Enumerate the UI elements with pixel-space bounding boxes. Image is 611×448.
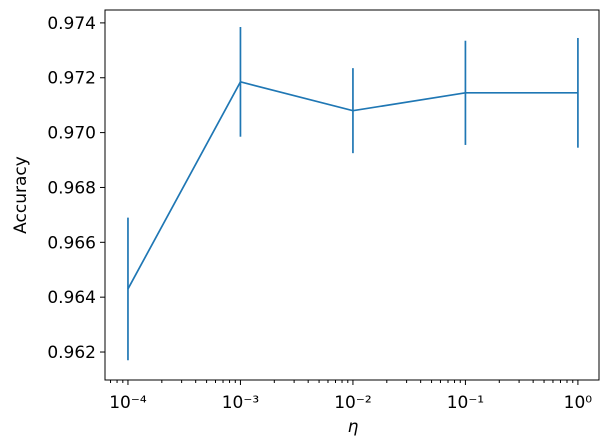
x-tick-label: 10⁻¹ xyxy=(447,393,484,413)
x-tick-label: 10⁻² xyxy=(334,393,371,413)
y-tick-label: 0.970 xyxy=(47,124,96,144)
y-axis-label: Accuracy xyxy=(11,156,31,234)
y-tick-label: 0.972 xyxy=(47,69,96,89)
x-tick-label: 10⁻⁴ xyxy=(109,393,147,413)
y-tick-label: 0.974 xyxy=(47,14,96,34)
x-axis-label: η xyxy=(348,417,359,437)
x-tick-label: 10⁻³ xyxy=(222,393,259,413)
y-tick-label: 0.962 xyxy=(47,343,96,363)
y-tick-label: 0.966 xyxy=(47,233,96,253)
x-tick-label: 10⁰ xyxy=(564,393,593,413)
plot-frame xyxy=(104,9,600,381)
y-tick-label: 0.964 xyxy=(47,288,96,308)
y-tick-label: 0.968 xyxy=(47,178,96,198)
